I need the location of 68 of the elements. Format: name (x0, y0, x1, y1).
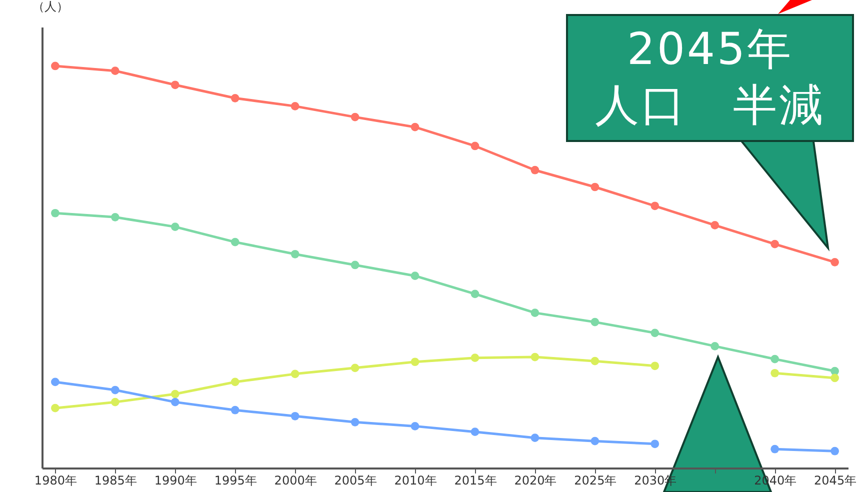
x-tick-label: 1985年 (94, 474, 137, 488)
point (51, 208, 60, 218)
point (290, 102, 300, 110)
annotation: 人口 半減 (594, 79, 826, 133)
point (410, 422, 420, 430)
point (110, 66, 120, 75)
point (51, 378, 60, 386)
point (530, 434, 540, 442)
point (230, 94, 240, 102)
point (770, 240, 780, 248)
point (770, 354, 780, 364)
point (350, 260, 360, 270)
x-tick-label: 2020年 (514, 474, 557, 488)
point (590, 318, 600, 326)
point (710, 342, 720, 350)
point (170, 222, 180, 231)
point (350, 364, 360, 372)
point (51, 62, 60, 70)
point (770, 444, 780, 454)
point (830, 258, 839, 266)
x-tick-label: 1995年 (214, 474, 257, 488)
point (590, 182, 600, 192)
point (230, 378, 240, 386)
x-tick-label: 1980年 (34, 474, 77, 488)
point (590, 356, 600, 366)
x-tick-label: 2005年 (334, 474, 377, 488)
point (230, 406, 240, 414)
point (410, 272, 420, 280)
y-axis-title: （人） (32, 0, 68, 14)
point (830, 374, 839, 382)
x-tick-label: 2015年 (454, 474, 497, 488)
point (350, 112, 360, 122)
point (830, 366, 839, 376)
point (290, 412, 300, 420)
x-tick-label: 2000年 (274, 474, 317, 488)
point (650, 362, 660, 370)
point (51, 404, 60, 412)
point (770, 368, 780, 378)
point (170, 80, 180, 90)
point (530, 166, 540, 174)
point (710, 221, 720, 230)
point (470, 142, 480, 150)
point (410, 122, 420, 132)
point (290, 370, 300, 378)
point (830, 446, 839, 456)
point (350, 418, 360, 426)
point (410, 358, 420, 366)
point (470, 354, 480, 362)
point (290, 250, 300, 258)
annotation: 2045年 (626, 23, 794, 77)
x-tick-label: 1990年 (154, 474, 197, 488)
point (530, 352, 540, 362)
point (470, 428, 480, 436)
point (650, 328, 660, 338)
point (530, 308, 540, 317)
point (650, 202, 660, 210)
point (110, 212, 120, 222)
point (170, 390, 180, 398)
point (230, 238, 240, 246)
point (650, 440, 660, 448)
x-tick-label: 2025年 (574, 474, 617, 488)
x-tick-label: 2045年 (814, 474, 857, 488)
point (110, 398, 120, 406)
point (110, 386, 120, 394)
point (470, 290, 480, 298)
point (170, 398, 180, 406)
point (590, 436, 600, 446)
x-tick-label: 2010年 (394, 474, 437, 488)
